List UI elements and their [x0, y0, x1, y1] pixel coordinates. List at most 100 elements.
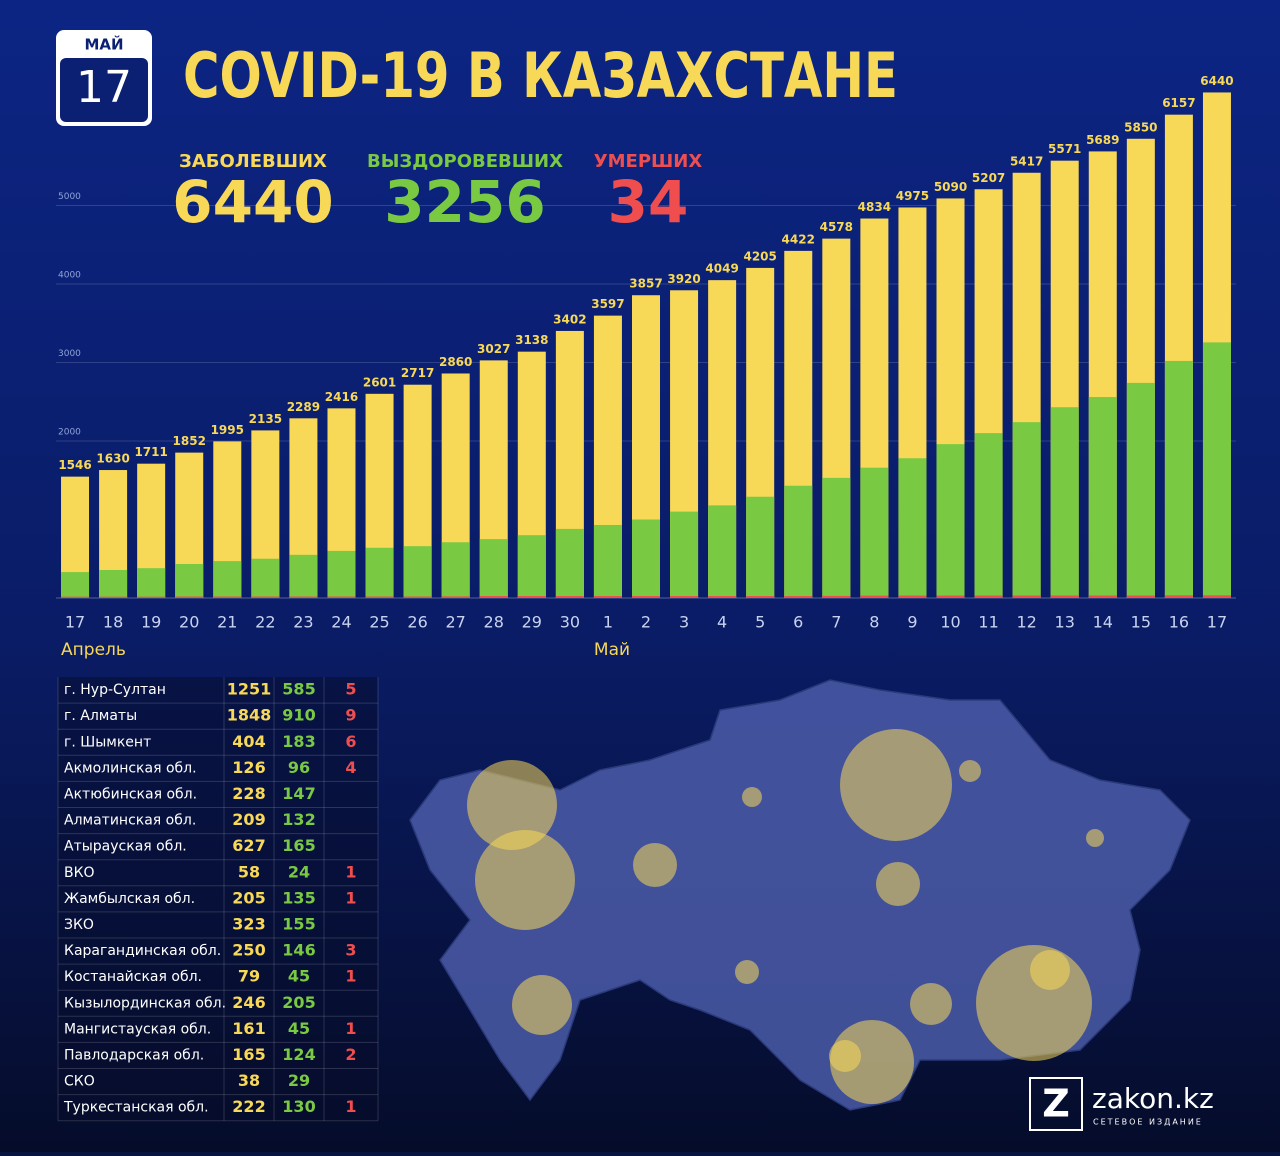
logo-box — [1029, 1077, 1083, 1131]
bubble — [735, 960, 759, 984]
region-value: 1848 — [227, 706, 272, 725]
bubble — [742, 787, 762, 807]
bubble — [467, 760, 557, 850]
stat-label: УМЕРШИХ — [594, 151, 703, 172]
bar — [99, 569, 128, 598]
table-bg — [58, 677, 378, 1121]
data-label: 1546 — [58, 458, 91, 472]
bar — [213, 596, 242, 598]
region-value: 161 — [232, 1019, 265, 1038]
x-tick-label: 11 — [978, 613, 998, 632]
data-label: 2717 — [401, 366, 434, 380]
region-value: 9 — [345, 706, 356, 725]
x-tick-label: 2 — [641, 613, 651, 632]
bar — [1202, 342, 1231, 598]
bar — [365, 596, 394, 598]
bar — [898, 458, 927, 598]
logo-tagline: СЕТЕВОЕ ИЗДАНИЕ — [1093, 1118, 1203, 1127]
x-tick-label: 29 — [522, 613, 542, 632]
data-label: 5571 — [1048, 142, 1081, 156]
region-value: 6 — [345, 732, 356, 751]
region-name: Алматинская обл. — [64, 813, 196, 829]
region-value: 146 — [282, 941, 315, 960]
region-name: Атырауская обл. — [64, 839, 187, 855]
x-tick-label: 28 — [484, 613, 504, 632]
bar — [936, 595, 965, 598]
data-label: 4578 — [820, 220, 853, 234]
bar — [860, 467, 889, 598]
bubble — [829, 1040, 861, 1072]
bar — [974, 433, 1003, 598]
chart: 2000300040005000ЗАБОЛЕВШИХ6440ВЫЗДОРОВЕВ… — [56, 74, 1236, 660]
badge-day: 17 — [76, 62, 132, 113]
bar — [213, 561, 242, 598]
data-label: 3857 — [629, 277, 662, 291]
bubble — [1030, 950, 1070, 990]
bubble — [959, 760, 981, 782]
region-value: 24 — [288, 862, 310, 881]
x-tick-label: 14 — [1093, 613, 1113, 632]
data-label: 5207 — [972, 171, 1005, 185]
region-name: Жамбылская обл. — [64, 891, 195, 907]
region-value: 165 — [282, 836, 315, 855]
data-label: 1852 — [173, 434, 206, 448]
region-value: 79 — [238, 967, 260, 986]
data-label: 6157 — [1162, 96, 1195, 110]
region-value: 147 — [282, 784, 315, 803]
map-bubbles — [467, 729, 1104, 1104]
region-name: Павлодарская обл. — [64, 1047, 204, 1063]
region-value: 228 — [232, 784, 265, 803]
region-value: 1251 — [227, 680, 272, 699]
x-tick-label: 21 — [217, 613, 237, 632]
logo: Z zakon.kz СЕТЕВОЕ ИЗДАНИЕ — [1029, 1077, 1214, 1131]
bar — [555, 596, 584, 598]
x-tick-label: 4 — [717, 613, 727, 632]
bar — [860, 595, 889, 598]
bar — [1088, 397, 1117, 598]
x-tick-label: 3 — [679, 613, 689, 632]
region-name: Мангистауская обл. — [64, 1021, 211, 1037]
bar — [479, 596, 508, 598]
bubble — [830, 1020, 914, 1104]
region-value: 29 — [288, 1071, 310, 1090]
x-tick-label: 13 — [1055, 613, 1075, 632]
bar — [1126, 595, 1155, 598]
x-tick-label: 30 — [560, 613, 580, 632]
bar — [175, 596, 204, 598]
bar — [137, 596, 166, 598]
region-value: 45 — [288, 967, 310, 986]
x-tick-label: 26 — [407, 613, 427, 632]
bar — [1126, 382, 1155, 598]
region-name: Кызылординская обл. — [64, 995, 226, 1011]
region-name: Туркестанская обл. — [63, 1100, 209, 1116]
region-name: г. Шымкент — [64, 734, 151, 750]
region-value: 38 — [238, 1071, 260, 1090]
region-name: г. Алматы — [64, 708, 137, 724]
bar — [784, 596, 813, 598]
y-tick-label: 5000 — [58, 192, 81, 202]
bar — [1012, 422, 1041, 598]
region-value: 5 — [345, 680, 356, 699]
data-label: 6440 — [1200, 74, 1233, 88]
region-value: 1 — [345, 862, 356, 881]
region-value: 1 — [345, 1097, 356, 1116]
x-tick-label: 5 — [755, 613, 765, 632]
data-label: 1711 — [134, 445, 167, 459]
badge-panel — [60, 58, 148, 122]
bar — [365, 547, 394, 598]
region-value: 1 — [345, 888, 356, 907]
region-name: Актюбинская обл. — [64, 786, 197, 802]
x-tick-label: 1 — [603, 613, 613, 632]
region-value: 910 — [282, 706, 315, 725]
x-tick-label: 20 — [179, 613, 199, 632]
bar — [1164, 360, 1193, 598]
y-tick-label: 2000 — [58, 428, 81, 438]
x-tick-label: 16 — [1169, 613, 1189, 632]
bar — [1050, 595, 1079, 598]
bar — [898, 595, 927, 598]
region-table: г. Нур-Султан 1251 585 5 г. Алматы 1848 910 9 г.… — [57, 677, 379, 1122]
y-tick-label: 3000 — [58, 349, 81, 359]
bubble — [512, 975, 572, 1035]
region-name: Акмолинская обл. — [64, 760, 197, 776]
x-tick-label: 23 — [293, 613, 313, 632]
